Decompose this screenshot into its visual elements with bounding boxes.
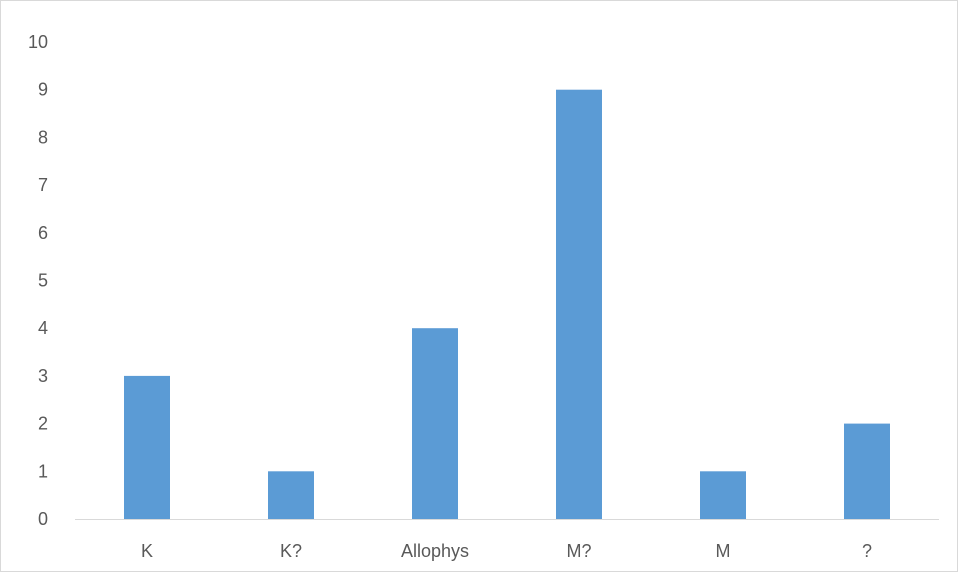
y-tick-label: 9 [38, 80, 48, 100]
x-tick-label: ? [862, 541, 872, 561]
x-tick-label: K [141, 541, 153, 561]
bar-k [124, 375, 170, 519]
x-tick-label: K? [280, 541, 302, 561]
x-tick-label: M [716, 541, 731, 561]
x-tick-labels: K K? Allophys M? M? [141, 541, 872, 561]
y-tick-label: 3 [38, 366, 48, 386]
y-tick-label: 7 [38, 175, 48, 195]
x-tick-label: Allophys [401, 541, 469, 561]
y-tick-label: 4 [38, 318, 48, 338]
bar-m [700, 471, 746, 519]
y-tick-label: 1 [38, 461, 48, 481]
bar-allophys [412, 328, 458, 519]
y-tick-label: 0 [38, 509, 48, 529]
bar-k [268, 471, 314, 519]
y-tick-label: 6 [38, 223, 48, 243]
x-tick-label: M? [566, 541, 591, 561]
bars-group [124, 89, 890, 519]
y-tick-label: 10 [28, 32, 48, 52]
bar-unknown [844, 423, 890, 519]
y-tick-label: 5 [38, 271, 48, 291]
y-tick-label: 8 [38, 127, 48, 147]
bar-m [556, 89, 602, 519]
y-tick-label: 2 [38, 414, 48, 434]
y-tick-labels: 0 1 2 3 4 5 6 7 8 9 10 [28, 32, 48, 529]
